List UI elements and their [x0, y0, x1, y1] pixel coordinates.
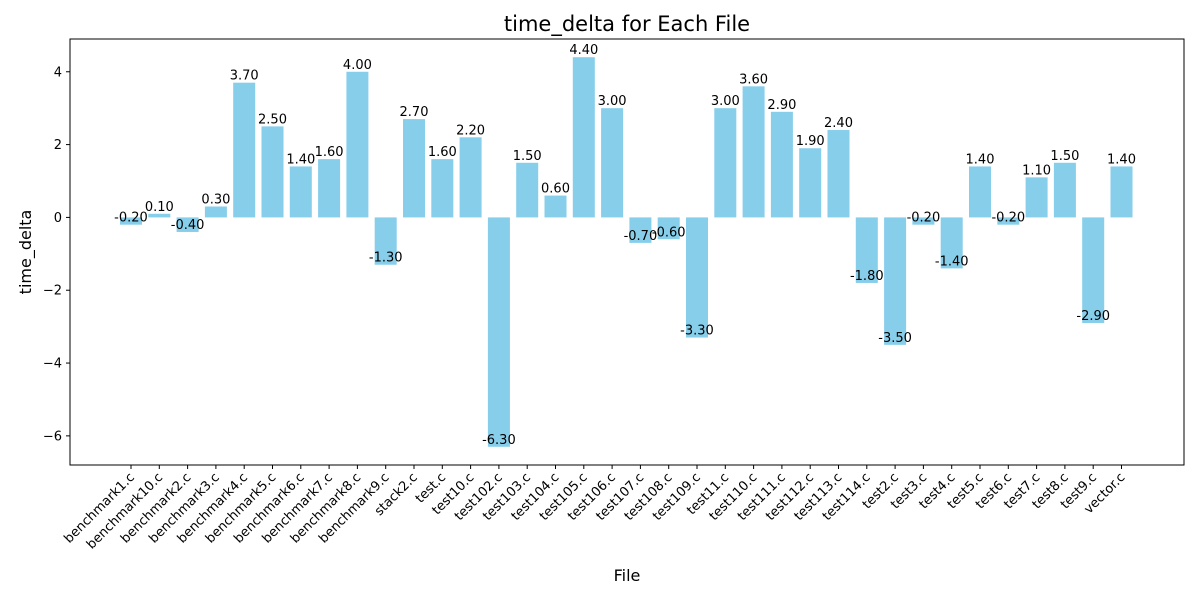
value-label: -6.30: [482, 433, 516, 448]
y-axis: 4 2 0 −2 −4 −6: [43, 65, 70, 444]
bar-benchmark5.c: [261, 126, 284, 218]
value-label: 1.60: [428, 145, 457, 160]
value-label: -3.30: [680, 324, 714, 339]
bar-test110.c: [742, 86, 765, 218]
y-tick-label: 2: [54, 138, 62, 153]
bar-test107.c: [629, 217, 652, 243]
value-label: 3.00: [711, 94, 740, 109]
value-label: 4.00: [343, 58, 372, 73]
y-tick-label: −6: [43, 429, 62, 444]
value-label: 2.40: [824, 116, 853, 131]
bar-test.c: [431, 159, 454, 218]
y-axis-title: time_delta: [16, 210, 36, 295]
bar-benchmark4.c: [233, 82, 256, 218]
bar-test106.c: [601, 108, 624, 218]
value-label: 2.70: [400, 105, 429, 120]
value-label: 0.60: [541, 182, 570, 197]
value-label: 3.00: [598, 94, 627, 109]
value-label: -0.70: [624, 229, 658, 244]
y-tick-label: 0: [54, 211, 62, 226]
bar-test9.c: [1082, 217, 1105, 323]
bar-test11.c: [714, 108, 737, 218]
bars-layer: [120, 57, 1133, 447]
bar-benchmark1.c: [120, 217, 142, 225]
value-label: 1.50: [1050, 149, 1079, 164]
bar-test2.c: [884, 217, 907, 345]
bar-benchmark9.c: [374, 217, 397, 265]
value-label: 3.70: [230, 69, 259, 84]
value-label: -0.40: [171, 218, 205, 233]
value-label: -2.90: [1076, 309, 1110, 324]
value-label: -1.30: [369, 251, 403, 266]
value-label: 1.90: [796, 134, 825, 149]
bar-test8.c: [1053, 162, 1076, 218]
value-label: 0.10: [145, 200, 174, 215]
value-label: 2.90: [767, 98, 796, 113]
value-label: -0.60: [652, 225, 686, 240]
value-label: -0.20: [114, 211, 148, 226]
value-label: -0.20: [991, 211, 1025, 226]
value-label: 4.40: [569, 43, 598, 58]
bar-test108.c: [657, 217, 680, 240]
y-tick-label: 4: [54, 65, 62, 80]
value-label: 1.40: [966, 152, 995, 167]
value-label: 2.20: [456, 123, 485, 138]
bar-vector.c: [1110, 166, 1133, 218]
bar-test113.c: [827, 130, 850, 218]
value-label: -0.20: [907, 211, 941, 226]
value-label: 1.10: [1022, 163, 1051, 178]
value-label: -3.50: [878, 331, 912, 346]
bar-benchmark10.c: [148, 213, 171, 218]
bar-test4.c: [940, 217, 963, 269]
bar-benchmark8.c: [346, 71, 369, 218]
bar-test10.c: [459, 137, 482, 218]
bar-test112.c: [799, 148, 822, 218]
value-label: 1.60: [315, 145, 344, 160]
value-label: -1.40: [935, 254, 969, 269]
value-label: 0.30: [201, 192, 230, 207]
bar-stack2.c: [403, 119, 425, 218]
bar-benchmark2.c: [176, 217, 199, 232]
y-tick-label: −2: [43, 284, 62, 299]
chart-title: time_delta for Each File: [504, 12, 750, 37]
bar-test109.c: [686, 217, 708, 338]
value-label: -1.80: [850, 269, 884, 284]
value-labels-layer: -0.200.10-0.400.303.702.501.40 1.604.00-1…: [114, 43, 1136, 448]
bar-test114.c: [855, 217, 878, 283]
bar-test103.c: [516, 162, 539, 218]
bar-benchmark7.c: [318, 159, 341, 218]
plot-frame: [69, 38, 1185, 466]
value-label: 1.50: [513, 149, 542, 164]
bar-test3.c: [912, 217, 935, 225]
bar-test5.c: [969, 166, 991, 218]
bar-test6.c: [997, 217, 1020, 225]
value-label: 3.60: [739, 72, 768, 87]
bar-test105.c: [572, 57, 595, 218]
bar-test111.c: [770, 111, 793, 218]
bar-benchmark6.c: [289, 166, 312, 218]
bar-test104.c: [544, 195, 567, 218]
x-axis: benchmark1.cbenchmark10.cbenchmark2.cben…: [62, 465, 1128, 552]
x-axis-title: File: [614, 566, 641, 585]
y-tick-label: −4: [43, 357, 62, 372]
bar-benchmark3.c: [204, 206, 227, 218]
bar-test102.c: [487, 217, 510, 447]
value-label: 1.40: [1107, 152, 1136, 167]
value-label: 2.50: [258, 112, 287, 127]
bar-test7.c: [1025, 177, 1048, 218]
value-label: 1.40: [286, 152, 315, 167]
